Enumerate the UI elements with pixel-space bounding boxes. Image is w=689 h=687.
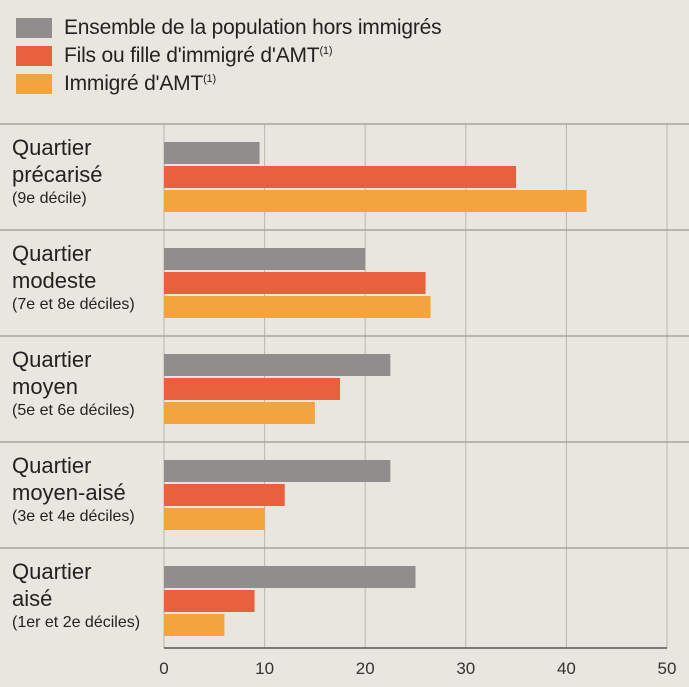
row-title-2-1: moyen	[12, 374, 79, 399]
bar-4-2	[164, 614, 225, 636]
row-label-0: Quartier précarisé (9e décile)	[12, 134, 102, 210]
row-sub-4: (1er et 2e déciles)	[12, 614, 141, 631]
x-tick-label-2: 20	[356, 659, 375, 678]
legend: Ensemble de la population hors immigrés …	[16, 14, 442, 98]
bar-2-2	[164, 402, 315, 424]
x-tick-label-0: 0	[159, 659, 168, 678]
x-tick-label-3: 30	[456, 659, 475, 678]
legend-swatch-fils	[16, 46, 52, 66]
bar-3-1	[164, 484, 285, 506]
legend-label-fils: Fils ou fille d'immigré d'AMT(1)	[64, 44, 333, 68]
bar-4-0	[164, 566, 416, 588]
bar-0-0	[164, 142, 260, 164]
row-title-3-0: Quartier	[12, 453, 92, 478]
legend-item-population: Ensemble de la population hors immigrés	[16, 14, 442, 42]
legend-label-immigre-text: Immigré d'AMT	[64, 72, 204, 95]
row-label-2: Quartier moyen (5e et 6e déciles)	[12, 346, 135, 422]
bar-2-1	[164, 378, 341, 400]
legend-label-fils-text: Fils ou fille d'immigré d'AMT	[64, 44, 320, 67]
bar-1-2	[164, 296, 431, 318]
row-title-4-1: aisé	[12, 586, 53, 611]
legend-swatch-population	[16, 18, 52, 38]
row-sub-0: (9e décile)	[12, 190, 87, 207]
bar-2-0	[164, 354, 391, 376]
row-title-3-1: moyen-aisé	[12, 480, 126, 505]
bar-1-1	[164, 272, 426, 294]
bar-1-0	[164, 248, 366, 270]
row-title-0-0: Quartier	[12, 135, 92, 160]
row-title-2-0: Quartier	[12, 347, 92, 372]
bar-0-1	[164, 166, 517, 188]
row-title-1-0: Quartier	[12, 241, 92, 266]
bar-3-0	[164, 460, 391, 482]
legend-item-immigre: Immigré d'AMT(1)	[16, 70, 441, 98]
row-title-0-1: précarisé	[12, 162, 103, 187]
row-label-1: Quartier modeste (7e et 8e déciles)	[12, 240, 135, 316]
row-sub-1: (7e et 8e déciles)	[12, 296, 135, 313]
x-tick-label-4: 40	[557, 659, 576, 678]
x-tick-label-1: 10	[255, 659, 274, 678]
legend-label-immigre-sup: (1)	[203, 73, 216, 85]
row-title-4-0: Quartier	[12, 559, 92, 584]
row-title-1-1: modeste	[12, 268, 97, 293]
legend-label-population: Ensemble de la population hors immigrés	[64, 16, 442, 39]
bar-4-1	[164, 590, 255, 612]
legend-label-fils-sup: (1)	[319, 45, 333, 57]
row-label-3: Quartier moyen-aisé (3e et 4e déciles)	[12, 452, 135, 528]
row-sub-2: (5e et 6e déciles)	[12, 402, 135, 419]
row-label-4: Quartier aisé (1er et 2e déciles)	[12, 558, 140, 634]
bar-0-2	[164, 190, 587, 212]
bar-3-2	[164, 508, 265, 530]
legend-swatch-immigre	[16, 74, 52, 94]
legend-item-fils: Fils ou fille d'immigré d'AMT(1)	[16, 42, 441, 70]
row-sub-3: (3e et 4e déciles)	[12, 508, 135, 525]
legend-label-immigre: Immigré d'AMT(1)	[64, 72, 216, 96]
x-tick-label-5: 50	[658, 659, 677, 678]
